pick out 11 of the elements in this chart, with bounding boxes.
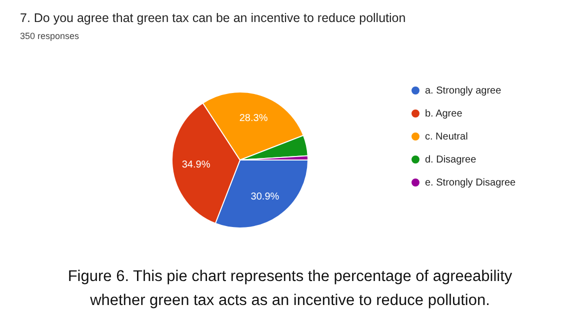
text: 350 responses bbox=[20, 31, 80, 41]
data-label: 34.9% bbox=[182, 160, 210, 171]
legend-label: d. Disagree bbox=[425, 154, 477, 166]
legend-label: b. Agree bbox=[425, 108, 463, 120]
caption: Figure 6. This pie chart represents the percentage of agreeability whether green tax acts as an incentive to reduce pollution. bbox=[68, 268, 512, 309]
legend-label: e. Strongly Disagree bbox=[425, 178, 516, 188]
legend-label: a. Strongly agree bbox=[425, 86, 502, 96]
chart-title: 7. Do you agree that green tax can be an incentive to reduce pollution bbox=[20, 11, 406, 25]
data-label: 30.9% bbox=[250, 191, 280, 202]
legend-label: c. Neutral bbox=[425, 132, 468, 142]
data-label: 28.3% bbox=[239, 112, 268, 124]
